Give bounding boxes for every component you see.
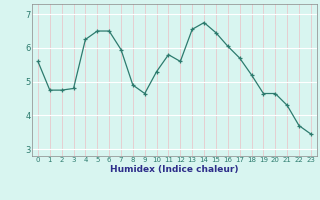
X-axis label: Humidex (Indice chaleur): Humidex (Indice chaleur) <box>110 165 239 174</box>
